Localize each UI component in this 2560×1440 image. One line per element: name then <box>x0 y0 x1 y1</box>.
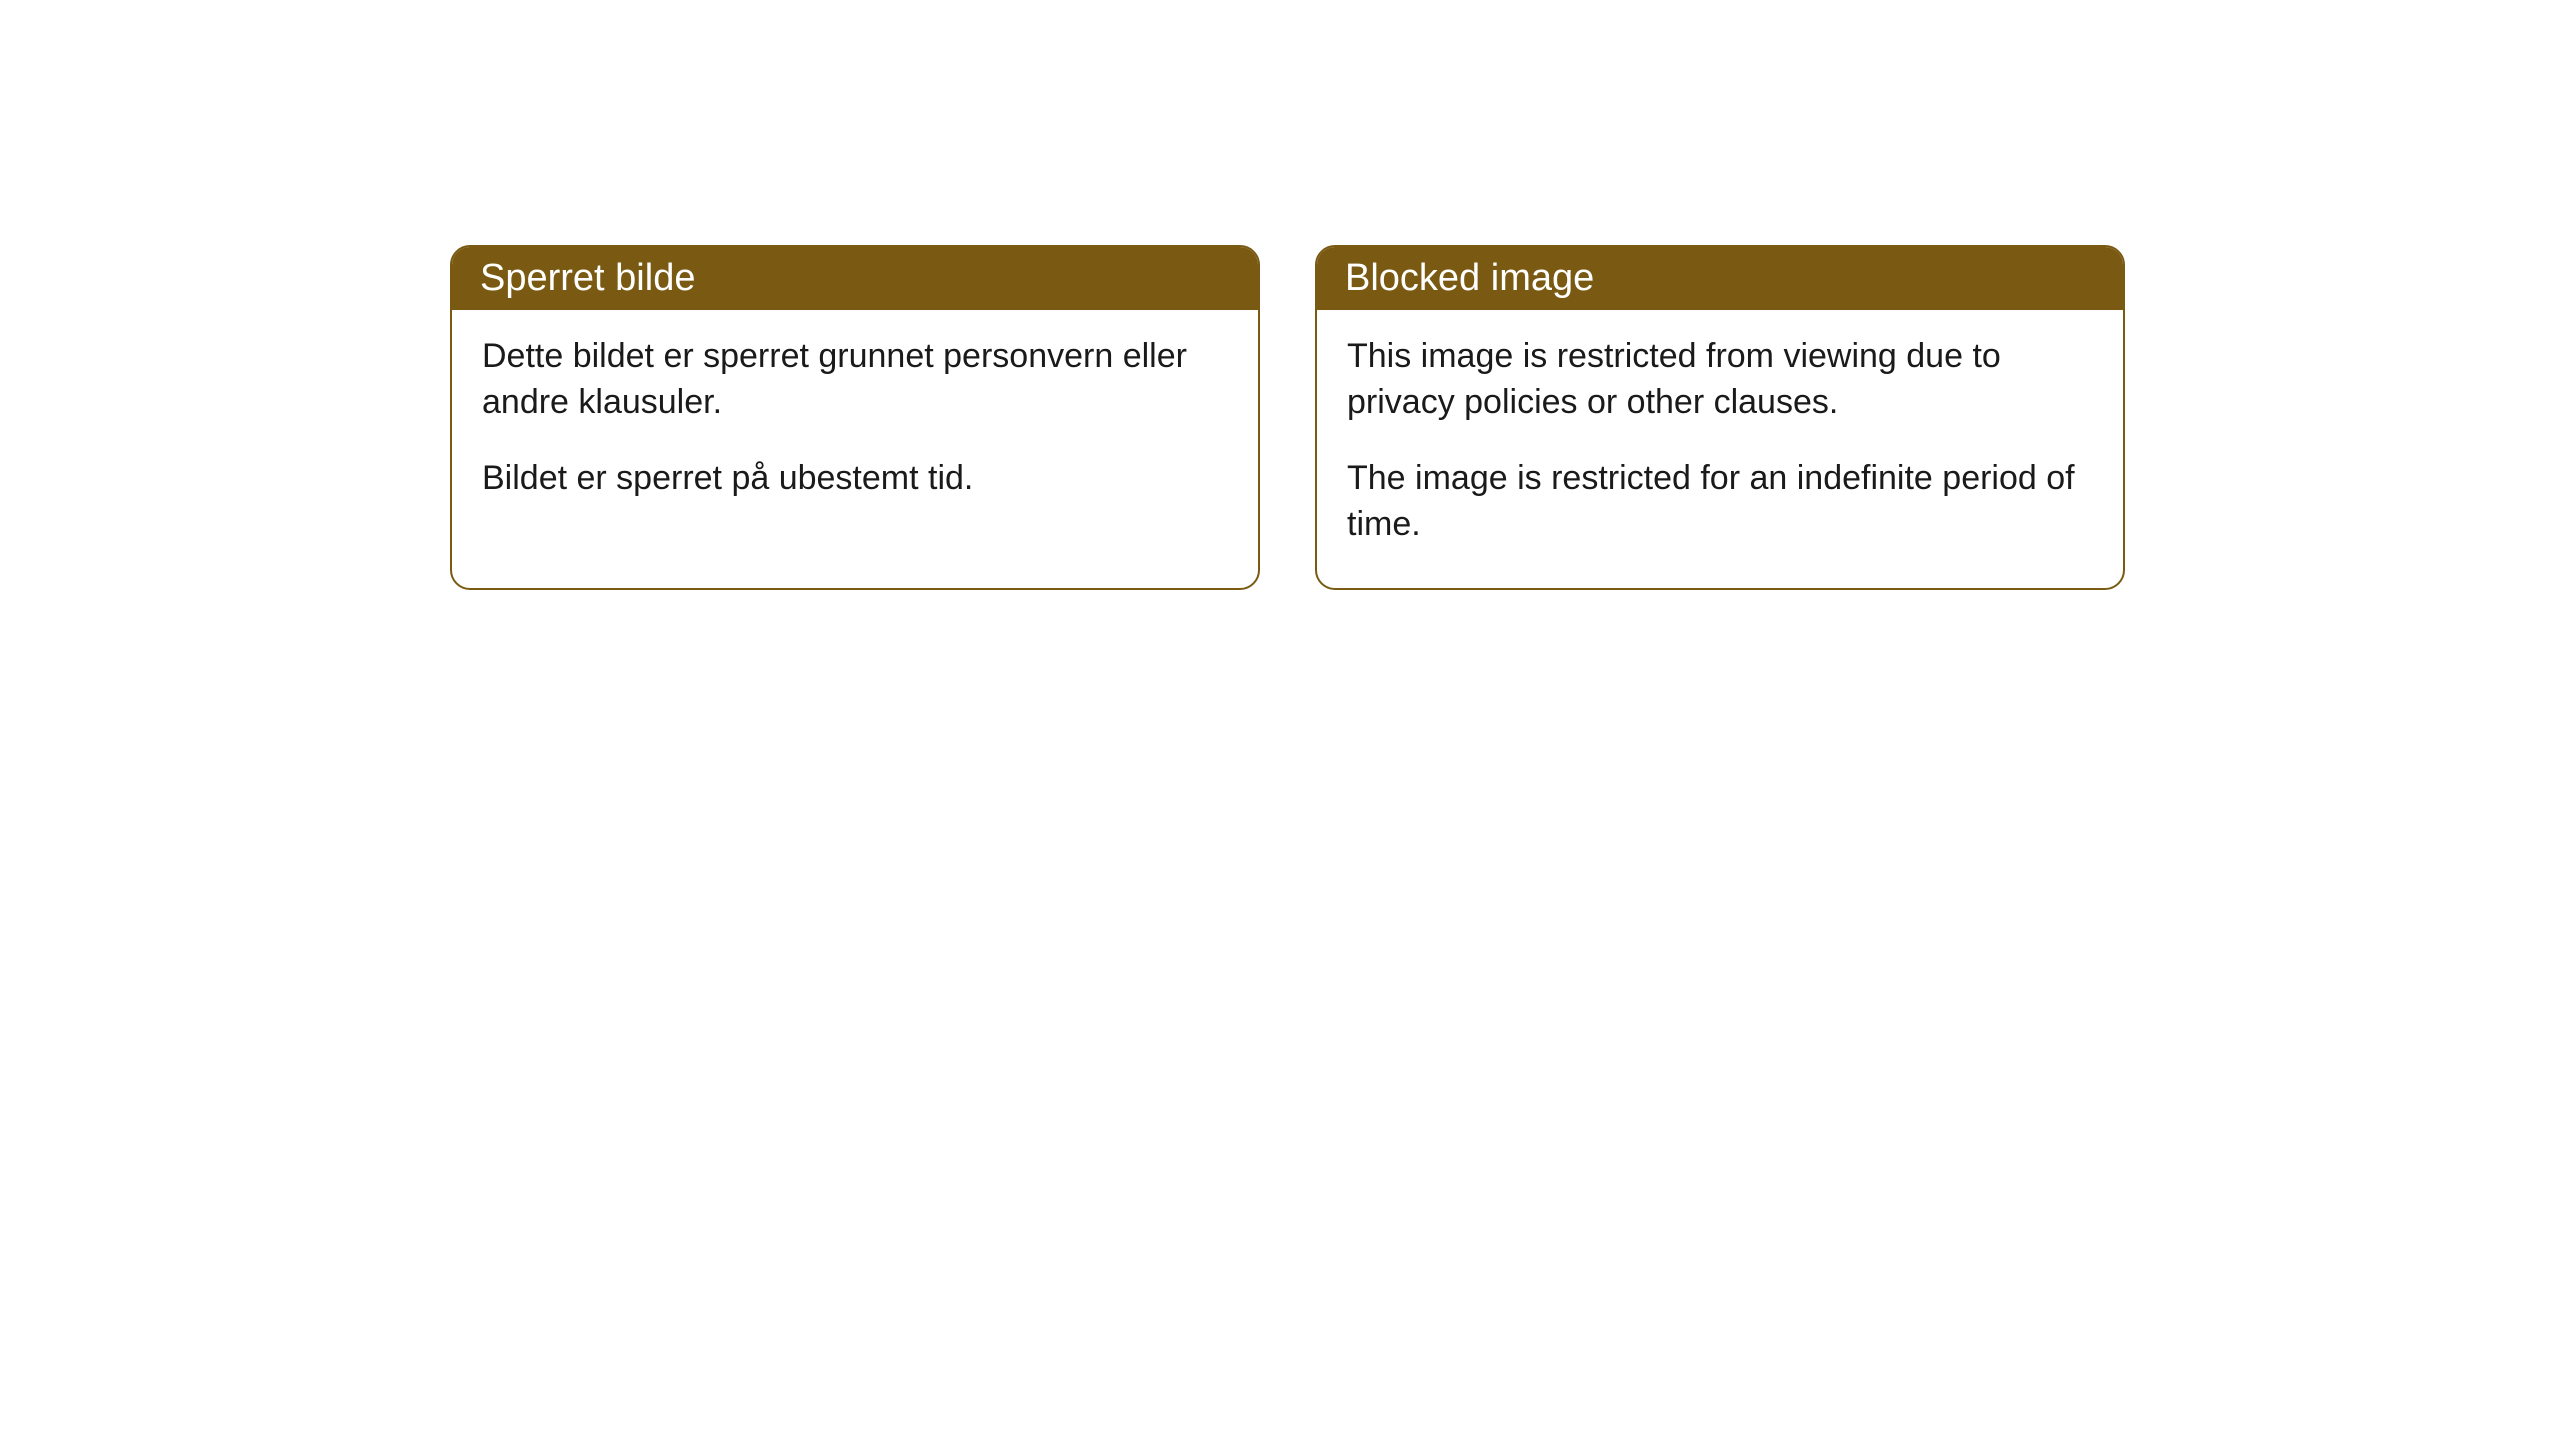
card-paragraph: The image is restricted for an indefinit… <box>1347 456 2093 548</box>
card-paragraph: This image is restricted from viewing du… <box>1347 334 2093 426</box>
card-paragraph: Dette bildet er sperret grunnet personve… <box>482 334 1228 426</box>
card-header-norwegian: Sperret bilde <box>452 247 1258 310</box>
card-body-english: This image is restricted from viewing du… <box>1317 310 2123 588</box>
card-title: Blocked image <box>1345 257 1594 299</box>
card-title: Sperret bilde <box>480 257 695 299</box>
notice-card-english: Blocked image This image is restricted f… <box>1315 245 2125 590</box>
notice-card-norwegian: Sperret bilde Dette bildet er sperret gr… <box>450 245 1260 590</box>
card-header-english: Blocked image <box>1317 247 2123 310</box>
notice-cards-container: Sperret bilde Dette bildet er sperret gr… <box>450 245 2125 590</box>
card-body-norwegian: Dette bildet er sperret grunnet personve… <box>452 310 1258 542</box>
card-paragraph: Bildet er sperret på ubestemt tid. <box>482 456 1228 502</box>
